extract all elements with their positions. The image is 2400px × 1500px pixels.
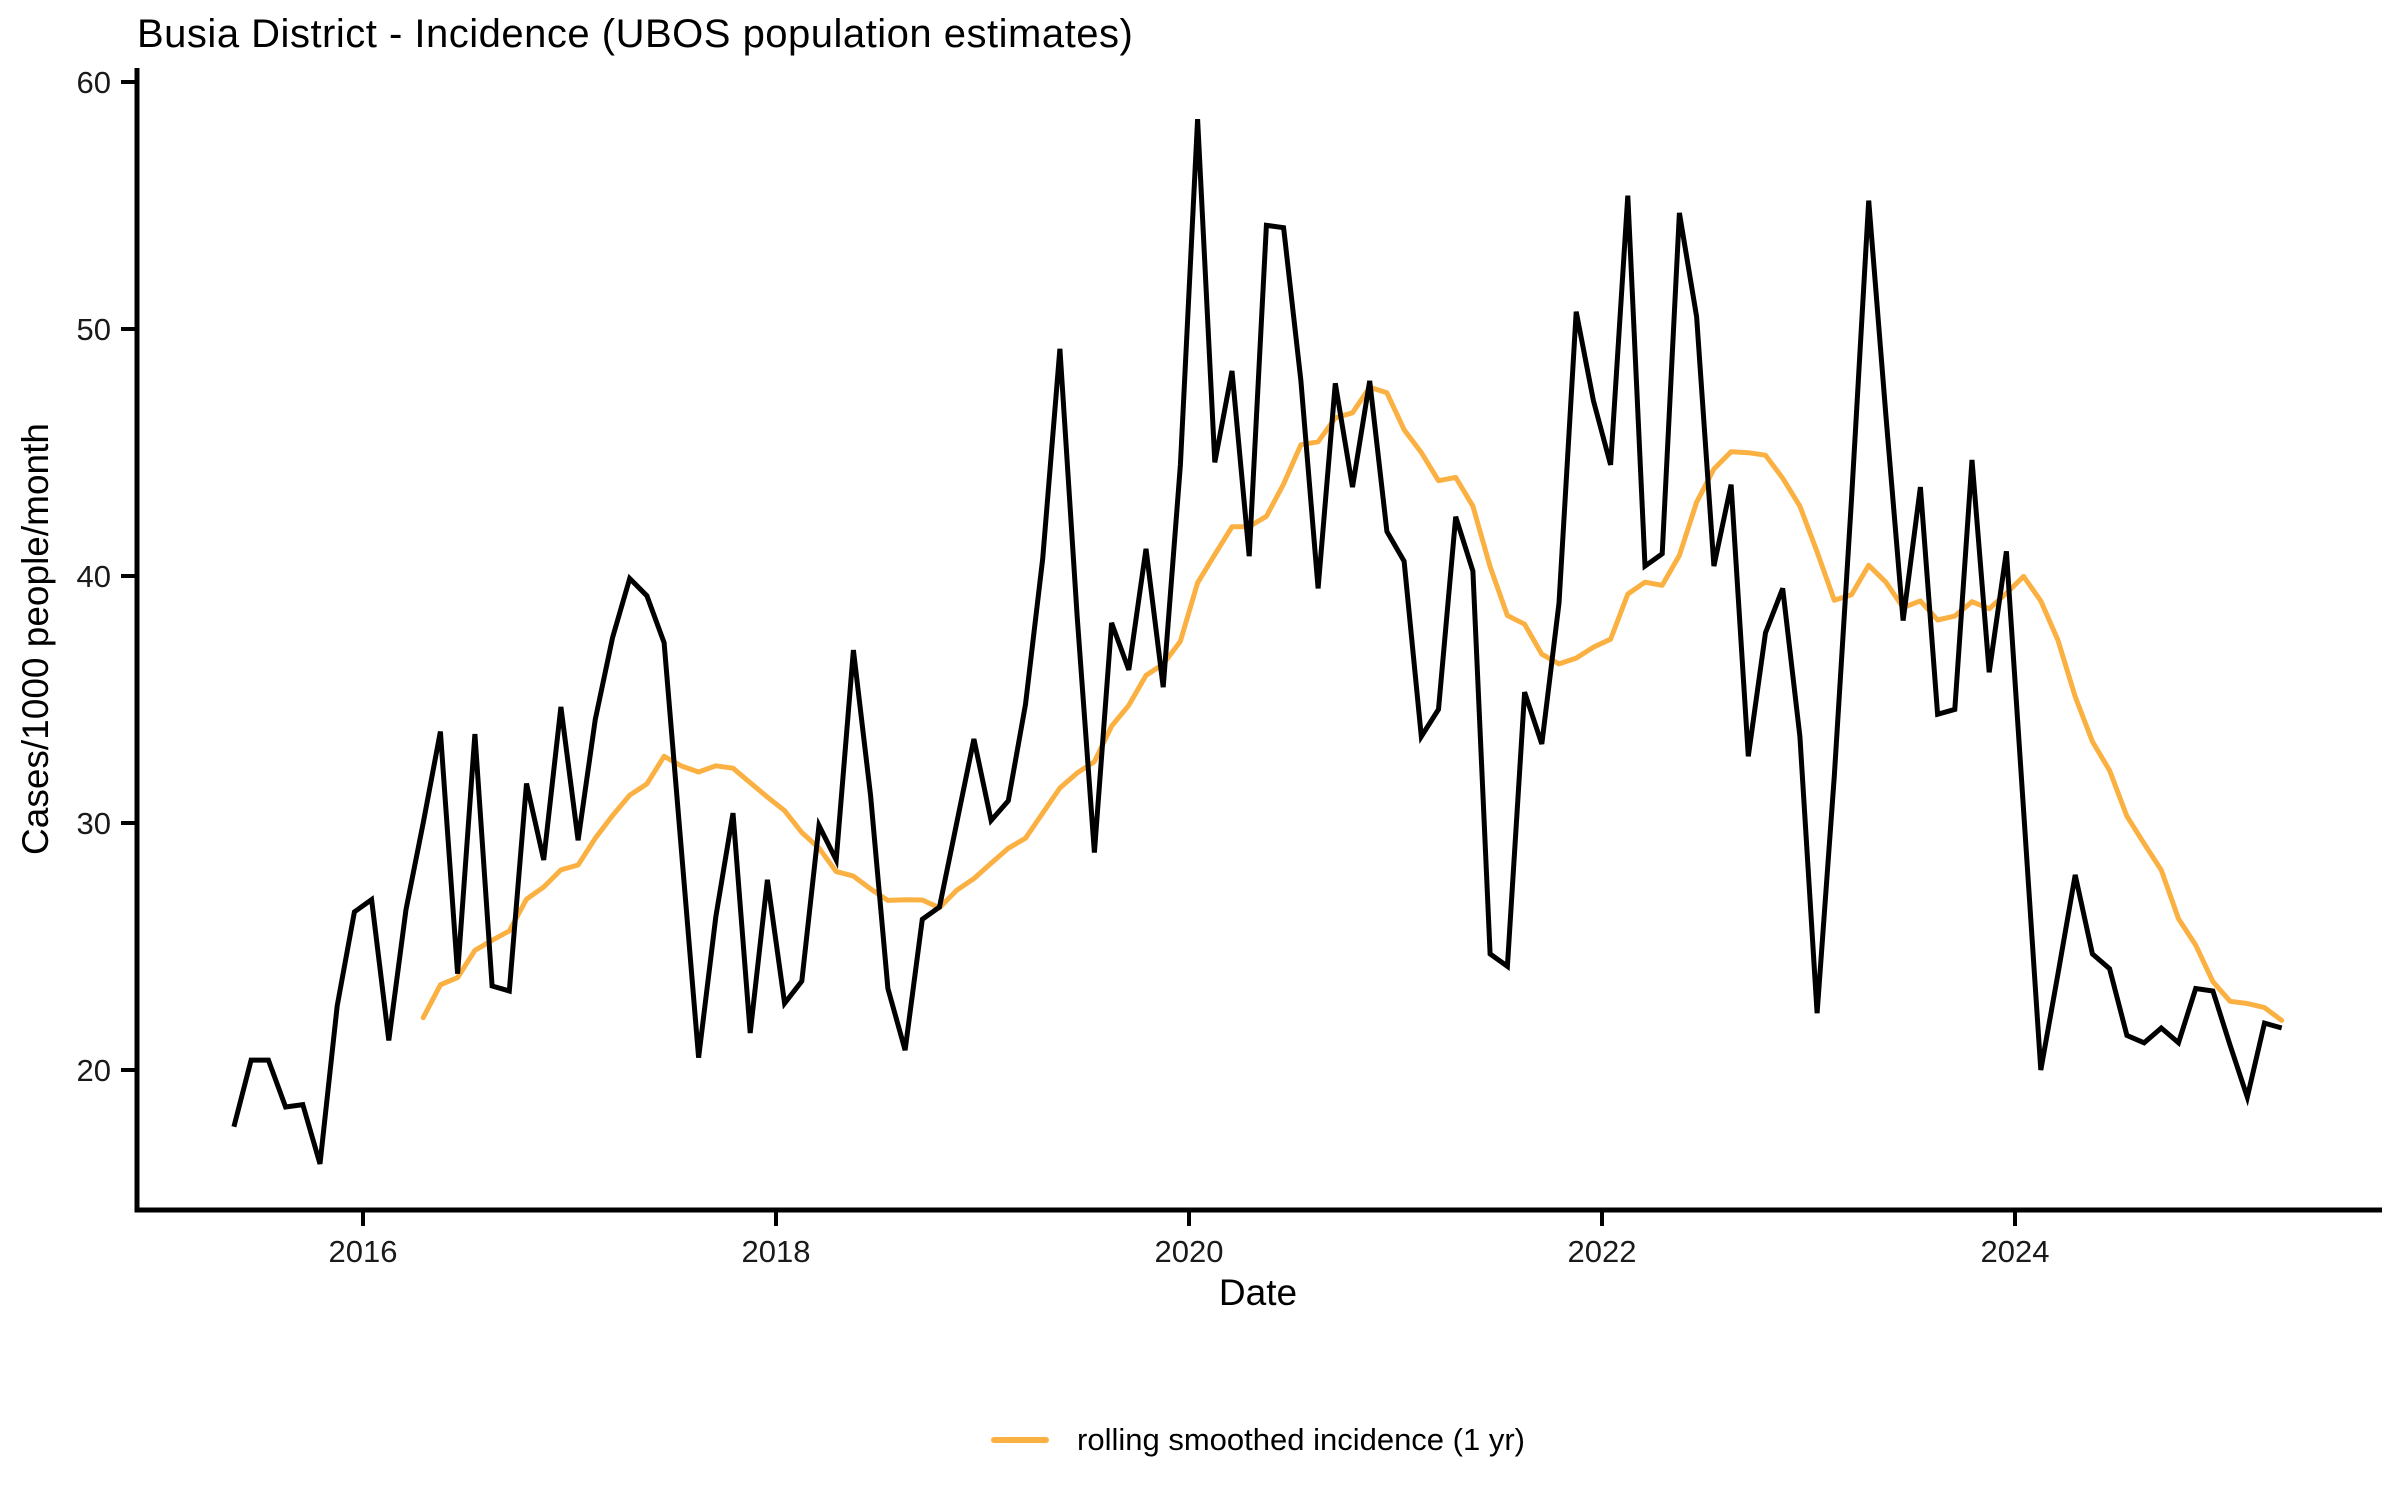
legend: rolling smoothed incidence (1 yr) xyxy=(991,1422,1525,1458)
x-tick-label: 2022 xyxy=(1568,1234,1637,1269)
chart-title: Busia District - Incidence (UBOS populat… xyxy=(137,12,1134,56)
smoothed-incidence-line xyxy=(420,384,2285,1023)
y-tick-label: 20 xyxy=(77,1053,111,1088)
x-tick-label: 2024 xyxy=(1981,1234,2050,1269)
y-tick-label: 40 xyxy=(77,559,111,594)
x-tick-label: 2020 xyxy=(1155,1234,1224,1269)
data-series xyxy=(231,118,2285,1165)
x-tick-label: 2018 xyxy=(742,1234,811,1269)
y-tick-label: 60 xyxy=(77,65,111,100)
y-axis-label: Cases/1000 people/month xyxy=(15,423,56,855)
legend-line-swatch xyxy=(991,1437,1049,1443)
x-tick-label: 2016 xyxy=(329,1234,398,1269)
legend-label: rolling smoothed incidence (1 yr) xyxy=(1077,1422,1525,1457)
y-tick-label: 50 xyxy=(77,312,111,347)
y-tick-label: 30 xyxy=(77,806,111,841)
incidence-line xyxy=(231,118,2283,1165)
axes: 20 30 40 50 60 2016 2018 2020 2022 2024 xyxy=(77,65,2382,1269)
x-axis-label: Date xyxy=(1218,1272,1298,1313)
